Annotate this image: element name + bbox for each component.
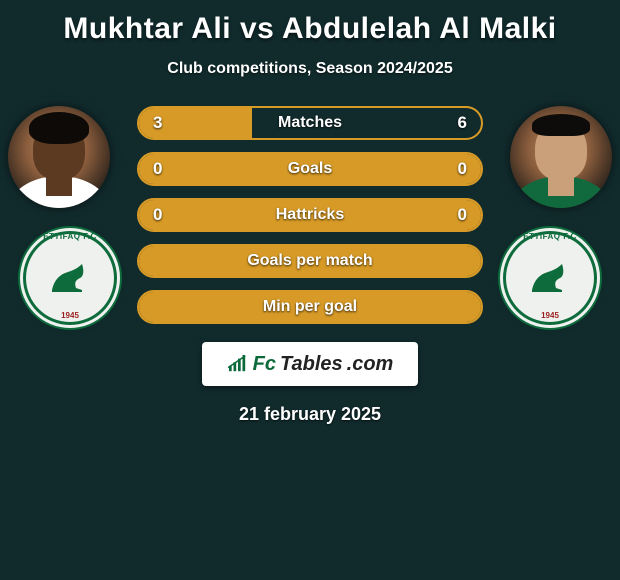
metric-value-left: 0 (153, 205, 193, 225)
metric-row: 0Hattricks0 (137, 198, 483, 232)
page-title: Mukhtar Ali vs Abdulelah Al Malki (0, 0, 620, 46)
metric-value-left: 3 (153, 113, 193, 133)
metric-value-right: 0 (427, 205, 467, 225)
subtitle: Club competitions, Season 2024/2025 (0, 60, 620, 78)
horse-icon (46, 260, 94, 296)
metric-label: Goals (193, 160, 427, 178)
metric-value-right: 6 (427, 113, 467, 133)
club-crest-left: ETTIFAQ F.C 1945 (26, 234, 114, 322)
brand-prefix: Fc (253, 353, 276, 376)
comparison-block: ETTIFAQ F.C 1945 ETTIFAQ F.C 1945 3Match… (0, 106, 620, 324)
horse-icon (526, 260, 574, 296)
player-left-avatar (8, 106, 110, 208)
crest-left-label: ETTIFAQ F.C (26, 232, 114, 241)
metric-value-left: 0 (153, 159, 193, 179)
bars-icon (227, 355, 249, 373)
crest-left-year: 1945 (26, 311, 114, 320)
metric-label: Hattricks (193, 206, 427, 224)
metric-label: Min per goal (193, 298, 427, 316)
metric-label: Goals per match (193, 252, 427, 270)
club-crest-right: ETTIFAQ F.C 1945 (506, 234, 594, 322)
brand-badge: FcTables.com (202, 342, 418, 386)
date-line: 21 february 2025 (0, 404, 620, 425)
metrics-list: 3Matches60Goals00Hattricks0Goals per mat… (137, 106, 483, 324)
metric-row: 0Goals0 (137, 152, 483, 186)
brand-tables: Tables (280, 353, 343, 376)
metric-row: Min per goal (137, 290, 483, 324)
metric-label: Matches (193, 114, 427, 132)
metric-row: 3Matches6 (137, 106, 483, 140)
crest-right-label: ETTIFAQ F.C (506, 232, 594, 241)
metric-row: Goals per match (137, 244, 483, 278)
crest-right-year: 1945 (506, 311, 594, 320)
player-right-avatar (510, 106, 612, 208)
brand-dotcom: .com (347, 353, 394, 376)
metric-value-right: 0 (427, 159, 467, 179)
